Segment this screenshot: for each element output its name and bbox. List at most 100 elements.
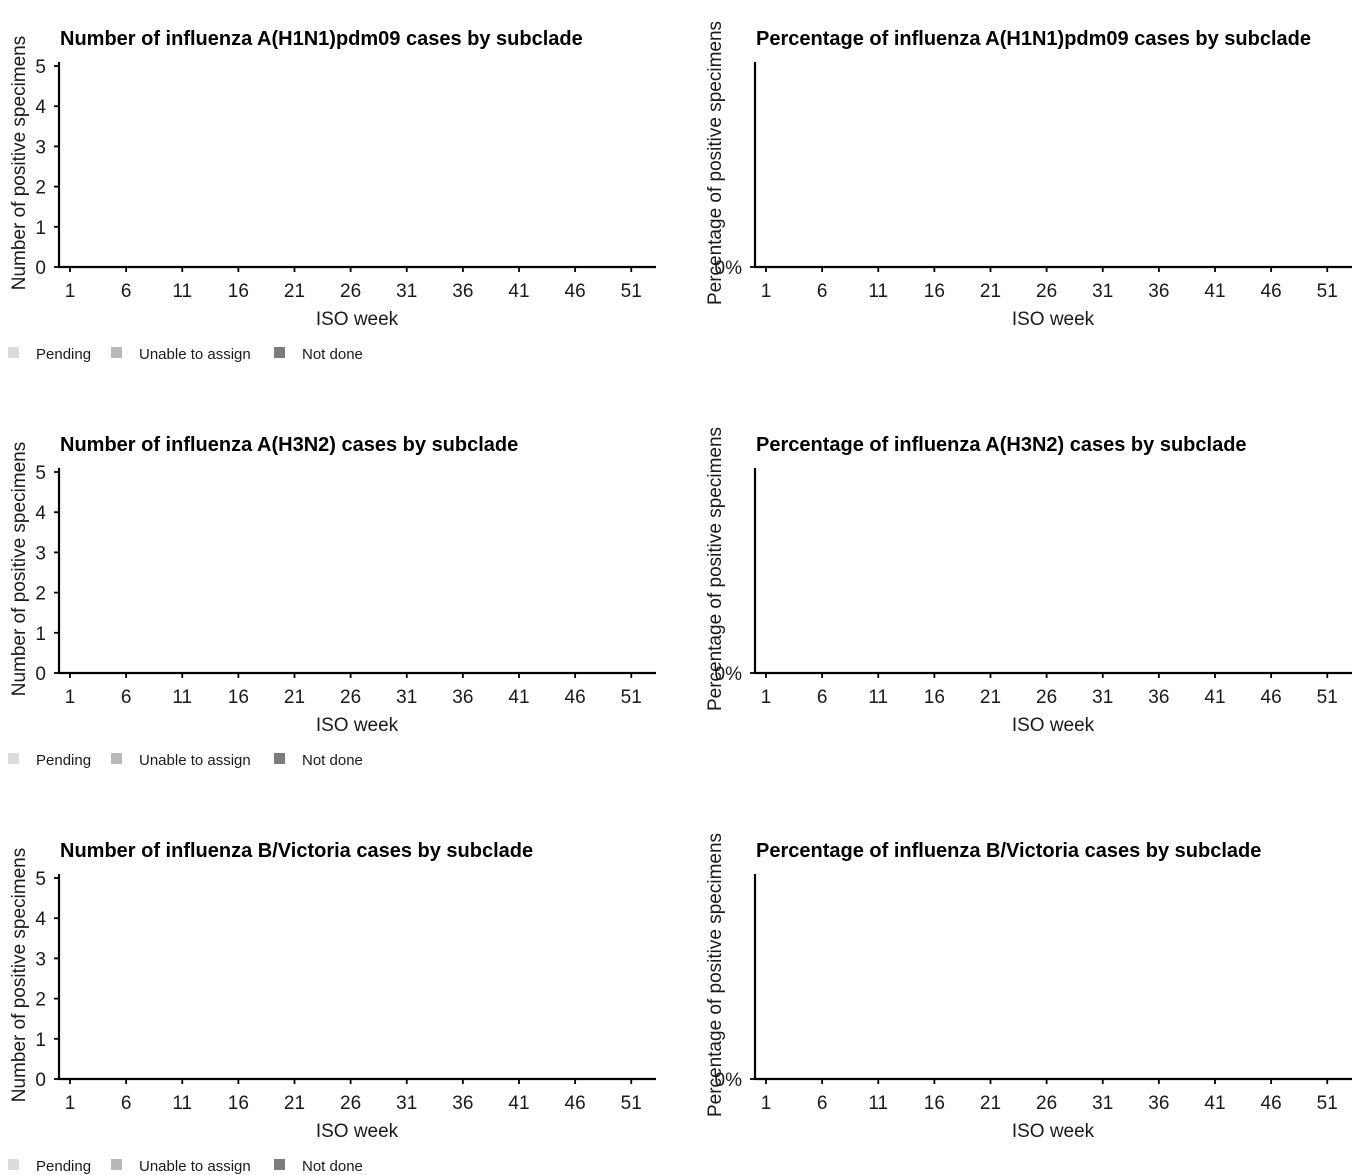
legend-label: Not done bbox=[302, 346, 363, 363]
y-tick-label: 2 bbox=[35, 990, 46, 1011]
x-tick-label: 16 bbox=[228, 1093, 249, 1114]
chart-panel-3: Number of influenza A(H3N2) cases by sub… bbox=[8, 434, 656, 769]
y-axis-title: Number of positive specimens bbox=[9, 442, 30, 697]
x-axis-title: ISO week bbox=[1012, 715, 1095, 736]
chart-panel-4: Percentage of influenza A(H3N2) cases by… bbox=[705, 427, 1352, 736]
y-tick-label: 5 bbox=[35, 463, 46, 484]
x-tick-label: 11 bbox=[172, 281, 192, 302]
x-tick-label: 26 bbox=[340, 1093, 361, 1114]
legend-label: Not done bbox=[302, 752, 363, 769]
x-tick-label: 21 bbox=[284, 687, 305, 708]
y-tick-label: 1 bbox=[35, 218, 46, 239]
x-tick-label: 26 bbox=[1036, 1093, 1057, 1114]
x-tick-label: 16 bbox=[924, 687, 945, 708]
chart-title: Percentage of influenza A(H1N1)pdm09 cas… bbox=[756, 28, 1311, 50]
legend-swatch bbox=[111, 753, 122, 764]
x-tick-label: 11 bbox=[868, 687, 888, 708]
x-tick-label: 21 bbox=[284, 1093, 305, 1114]
x-tick-label: 51 bbox=[621, 1093, 642, 1114]
y-tick-label: 3 bbox=[35, 137, 46, 158]
chart-title: Number of influenza A(H1N1)pdm09 cases b… bbox=[60, 28, 583, 50]
y-tick-label: 0 bbox=[35, 1070, 46, 1091]
x-tick-label: 6 bbox=[817, 1093, 828, 1114]
x-tick-label: 46 bbox=[565, 687, 586, 708]
y-tick-label: 0% bbox=[715, 664, 743, 685]
x-tick-label: 16 bbox=[228, 281, 249, 302]
x-tick-label: 21 bbox=[980, 687, 1001, 708]
x-tick-label: 46 bbox=[565, 1093, 586, 1114]
x-tick-label: 46 bbox=[1261, 687, 1282, 708]
legend: Pending Unable to assign Not done bbox=[8, 346, 363, 363]
x-axis-title: ISO week bbox=[316, 715, 399, 736]
x-tick-label: 36 bbox=[1148, 687, 1169, 708]
x-axis-title: ISO week bbox=[316, 309, 399, 330]
legend-swatch bbox=[274, 753, 285, 764]
legend: Pending Unable to assign Not done bbox=[8, 752, 363, 769]
chart-panel-6: Percentage of influenza B/Victoria cases… bbox=[705, 833, 1352, 1142]
x-tick-label: 46 bbox=[1261, 1093, 1282, 1114]
x-tick-label: 26 bbox=[1036, 687, 1057, 708]
y-tick-label: 4 bbox=[35, 909, 46, 930]
x-tick-label: 36 bbox=[1148, 281, 1169, 302]
legend-label: Pending bbox=[36, 346, 91, 363]
x-tick-label: 1 bbox=[761, 687, 772, 708]
x-tick-label: 46 bbox=[1261, 281, 1282, 302]
y-tick-label: 0 bbox=[35, 258, 46, 279]
x-tick-label: 36 bbox=[452, 1093, 473, 1114]
x-tick-label: 11 bbox=[172, 1093, 192, 1114]
x-tick-label: 36 bbox=[452, 281, 473, 302]
x-tick-label: 6 bbox=[817, 687, 828, 708]
x-tick-label: 31 bbox=[396, 281, 417, 302]
x-tick-label: 1 bbox=[65, 1093, 76, 1114]
x-tick-label: 21 bbox=[284, 281, 305, 302]
x-tick-label: 31 bbox=[396, 687, 417, 708]
x-tick-label: 31 bbox=[1092, 687, 1113, 708]
chart-panel-2: Percentage of influenza A(H1N1)pdm09 cas… bbox=[705, 21, 1352, 330]
x-tick-label: 41 bbox=[1204, 281, 1225, 302]
legend-label: Not done bbox=[302, 1158, 363, 1175]
x-tick-label: 31 bbox=[396, 1093, 417, 1114]
y-tick-label: 0% bbox=[715, 1070, 743, 1091]
legend-swatch bbox=[111, 347, 122, 358]
x-tick-label: 36 bbox=[452, 687, 473, 708]
legend-label: Unable to assign bbox=[139, 1158, 251, 1175]
x-tick-label: 51 bbox=[621, 687, 642, 708]
x-tick-label: 1 bbox=[761, 281, 772, 302]
x-tick-label: 26 bbox=[340, 687, 361, 708]
x-tick-label: 1 bbox=[65, 687, 76, 708]
legend-label: Unable to assign bbox=[139, 346, 251, 363]
legend-label: Pending bbox=[36, 752, 91, 769]
legend-swatch bbox=[111, 1159, 122, 1170]
x-tick-label: 51 bbox=[621, 281, 642, 302]
x-tick-label: 41 bbox=[508, 281, 529, 302]
x-axis-title: ISO week bbox=[316, 1121, 399, 1142]
legend: Pending Unable to assign Not done bbox=[8, 1158, 363, 1175]
chart-title: Number of influenza A(H3N2) cases by sub… bbox=[60, 434, 518, 456]
x-tick-label: 51 bbox=[1317, 687, 1338, 708]
x-tick-label: 21 bbox=[980, 281, 1001, 302]
x-tick-label: 51 bbox=[1317, 281, 1338, 302]
x-tick-label: 6 bbox=[121, 1093, 132, 1114]
chart-title: Percentage of influenza A(H3N2) cases by… bbox=[756, 434, 1247, 456]
x-tick-label: 36 bbox=[1148, 1093, 1169, 1114]
x-tick-label: 26 bbox=[1036, 281, 1057, 302]
x-tick-label: 6 bbox=[121, 687, 132, 708]
x-tick-label: 51 bbox=[1317, 1093, 1338, 1114]
x-tick-label: 26 bbox=[340, 281, 361, 302]
legend-swatch bbox=[274, 347, 285, 358]
y-tick-label: 3 bbox=[35, 543, 46, 564]
x-axis-title: ISO week bbox=[1012, 309, 1095, 330]
legend-label: Pending bbox=[36, 1158, 91, 1175]
y-tick-label: 4 bbox=[35, 97, 46, 118]
legend-swatch bbox=[8, 347, 19, 358]
legend-label: Unable to assign bbox=[139, 752, 251, 769]
y-axis-title: Number of positive specimens bbox=[9, 36, 30, 291]
x-tick-label: 6 bbox=[121, 281, 132, 302]
x-tick-label: 1 bbox=[761, 1093, 772, 1114]
x-tick-label: 41 bbox=[1204, 687, 1225, 708]
x-tick-label: 16 bbox=[924, 1093, 945, 1114]
x-tick-label: 21 bbox=[980, 1093, 1001, 1114]
legend-swatch bbox=[8, 1159, 19, 1170]
y-tick-label: 2 bbox=[35, 178, 46, 199]
